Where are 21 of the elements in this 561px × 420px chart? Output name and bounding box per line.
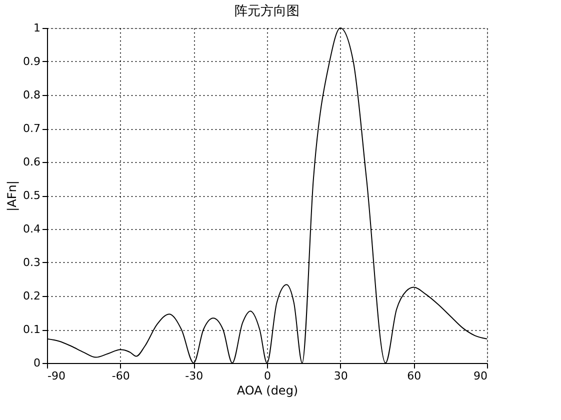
y-tick-label: 0.1 xyxy=(23,323,40,336)
x-axis-title: AOA (deg) xyxy=(236,384,298,398)
x-tick-label: 90 xyxy=(474,370,488,382)
y-tick-label: 0.8 xyxy=(23,88,40,102)
y-tick-label: 0.4 xyxy=(23,222,40,236)
x-tick-label: 60 xyxy=(407,370,422,382)
x-tick-label: -90 xyxy=(48,370,66,382)
y-tick-label: 0.9 xyxy=(23,55,40,68)
y-tick-label: 0.5 xyxy=(23,189,40,202)
x-tick-label: 0 xyxy=(264,370,271,382)
y-tick-label: 0.3 xyxy=(23,256,40,269)
y-tick-label: 0 xyxy=(34,356,40,370)
x-tick-label: -30 xyxy=(185,370,204,382)
y-axis-title: |AFn| xyxy=(5,180,20,212)
y-tick-label: 0.7 xyxy=(23,122,40,135)
y-tick-label: 1 xyxy=(34,22,40,34)
y-tick-label: 0.6 xyxy=(23,156,40,168)
y-tick-label: 0.2 xyxy=(23,290,40,302)
x-tick-label: -60 xyxy=(112,370,130,382)
x-tick-label: 30 xyxy=(334,370,348,382)
chart-title: 阵元方向图 xyxy=(234,3,300,19)
